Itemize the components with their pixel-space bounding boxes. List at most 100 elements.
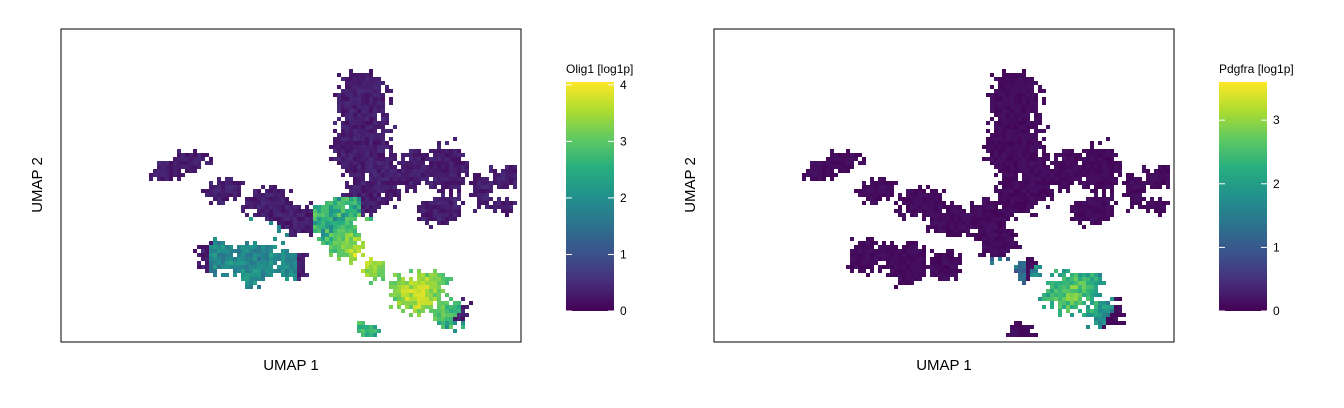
umap-cell (1026, 273, 1030, 277)
umap-cell (946, 225, 950, 229)
umap-cell (401, 161, 405, 165)
umap-cell (369, 73, 373, 77)
umap-cell (437, 189, 441, 193)
umap-cell (1002, 229, 1006, 233)
umap-cell (377, 185, 381, 189)
umap-cell (433, 309, 437, 313)
umap-cell (433, 157, 437, 161)
umap-cell (1014, 197, 1018, 201)
umap-cell (205, 161, 209, 165)
umap-cell (381, 113, 385, 117)
umap-cell (433, 213, 437, 217)
umap-cell (1042, 197, 1046, 201)
umap-cell (381, 125, 385, 129)
umap-cell (1150, 201, 1154, 205)
umap-cell (1114, 165, 1118, 169)
umap-cell (998, 93, 1002, 97)
umap-cell (413, 177, 417, 181)
umap-cell (946, 217, 950, 221)
umap-cell (1090, 277, 1094, 281)
umap-cell (1002, 209, 1006, 213)
umap-cell (878, 193, 882, 197)
umap-cell (902, 197, 906, 201)
umap-cell (974, 217, 978, 221)
umap-cell (385, 161, 389, 165)
umap-cell (878, 185, 882, 189)
umap-cell (1002, 105, 1006, 109)
colorbar-tick-label: 1 (1273, 240, 1280, 254)
umap-cell (954, 213, 958, 217)
umap-cell (417, 301, 421, 305)
umap-cell (950, 229, 954, 233)
umap-cell (1002, 101, 1006, 105)
umap-cell (473, 181, 477, 185)
umap-cell (361, 145, 365, 149)
umap-cell (253, 205, 257, 209)
umap-cell (357, 85, 361, 89)
umap-cell (1094, 213, 1098, 217)
umap-cell (874, 253, 878, 257)
umap-cell (453, 197, 457, 201)
umap-cell (1022, 149, 1026, 153)
umap-cell (345, 105, 349, 109)
umap-cell (417, 269, 421, 273)
umap-cell (397, 193, 401, 197)
umap-cell (353, 209, 357, 213)
umap-cell (485, 189, 489, 193)
umap-cell (437, 313, 441, 317)
umap-cell (1090, 201, 1094, 205)
umap-cell (930, 213, 934, 217)
umap-cell (958, 217, 962, 221)
umap-cell (161, 177, 165, 181)
umap-cell (349, 97, 353, 101)
umap-cell (1030, 133, 1034, 137)
umap-cell (1014, 77, 1018, 81)
umap-cell (485, 197, 489, 201)
umap-cell (225, 189, 229, 193)
umap-cell (425, 173, 429, 177)
umap-cell (385, 173, 389, 177)
umap-cell (341, 133, 345, 137)
umap-cell (1074, 173, 1078, 177)
umap-cell (918, 273, 922, 277)
umap-cell (217, 181, 221, 185)
umap-cell (1058, 297, 1062, 301)
umap-cell (990, 85, 994, 89)
umap-cell (1106, 181, 1110, 185)
umap-cell (934, 189, 938, 193)
umap-cell (337, 85, 341, 89)
umap-cell (261, 201, 265, 205)
umap-cell (834, 157, 838, 161)
umap-cell (1014, 181, 1018, 185)
umap-cell (345, 117, 349, 121)
umap-cell (1114, 181, 1118, 185)
umap-cell (982, 217, 986, 221)
umap-cell (209, 249, 213, 253)
umap-cell (1014, 109, 1018, 113)
umap-cell (1026, 185, 1030, 189)
umap-cell (870, 201, 874, 205)
umap-cell (173, 161, 177, 165)
umap-cell (1110, 169, 1114, 173)
umap-cell (421, 153, 425, 157)
umap-cell (409, 293, 413, 297)
umap-cell (445, 197, 449, 201)
umap-cell (1070, 277, 1074, 281)
umap-cell (201, 265, 205, 269)
umap-cell (990, 241, 994, 245)
umap-cell (990, 209, 994, 213)
umap-cell (1110, 149, 1114, 153)
umap-cell (1054, 169, 1058, 173)
umap-cell (1070, 177, 1074, 181)
umap-cell (1002, 245, 1006, 249)
umap-cell (433, 185, 437, 189)
umap-cell (353, 145, 357, 149)
umap-cell (337, 217, 341, 221)
umap-cell (273, 217, 277, 221)
umap-cell (453, 181, 457, 185)
umap-cell (838, 157, 842, 161)
umap-cell (998, 85, 1002, 89)
umap-cell (361, 253, 365, 257)
umap-cell (1102, 169, 1106, 173)
umap-cell (365, 85, 369, 89)
